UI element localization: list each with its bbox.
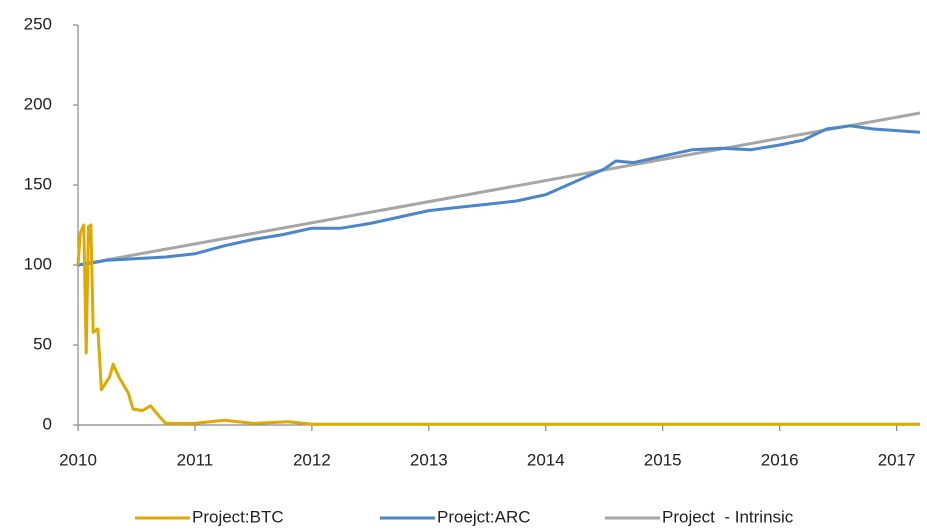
x-tick-label: 2010 bbox=[59, 450, 97, 469]
y-tick-label: 0 bbox=[43, 414, 52, 433]
line-series bbox=[77, 124, 921, 267]
y-tick-label: 200 bbox=[24, 94, 52, 113]
y-tick-label: 50 bbox=[33, 334, 52, 353]
x-tick-label: 2016 bbox=[761, 450, 799, 469]
legend-label: Proejct:ARC bbox=[437, 507, 531, 526]
line-series bbox=[76, 223, 920, 426]
x-tick-label: 2013 bbox=[410, 450, 448, 469]
x-tick-label: 2011 bbox=[177, 450, 214, 469]
x-tick-label: 2017 bbox=[878, 450, 916, 469]
y-tick-label: 250 bbox=[24, 14, 52, 33]
line-series bbox=[77, 111, 921, 267]
y-tick-label: 100 bbox=[24, 254, 52, 273]
y-tick-label: 150 bbox=[24, 174, 52, 193]
x-tick-label: 2014 bbox=[527, 450, 565, 469]
x-tick-label: 2015 bbox=[644, 450, 682, 469]
legend-label: Project - Intrinsic bbox=[662, 507, 794, 526]
legend-label: Project:BTC bbox=[192, 507, 284, 526]
x-tick-label: 2012 bbox=[293, 450, 331, 469]
